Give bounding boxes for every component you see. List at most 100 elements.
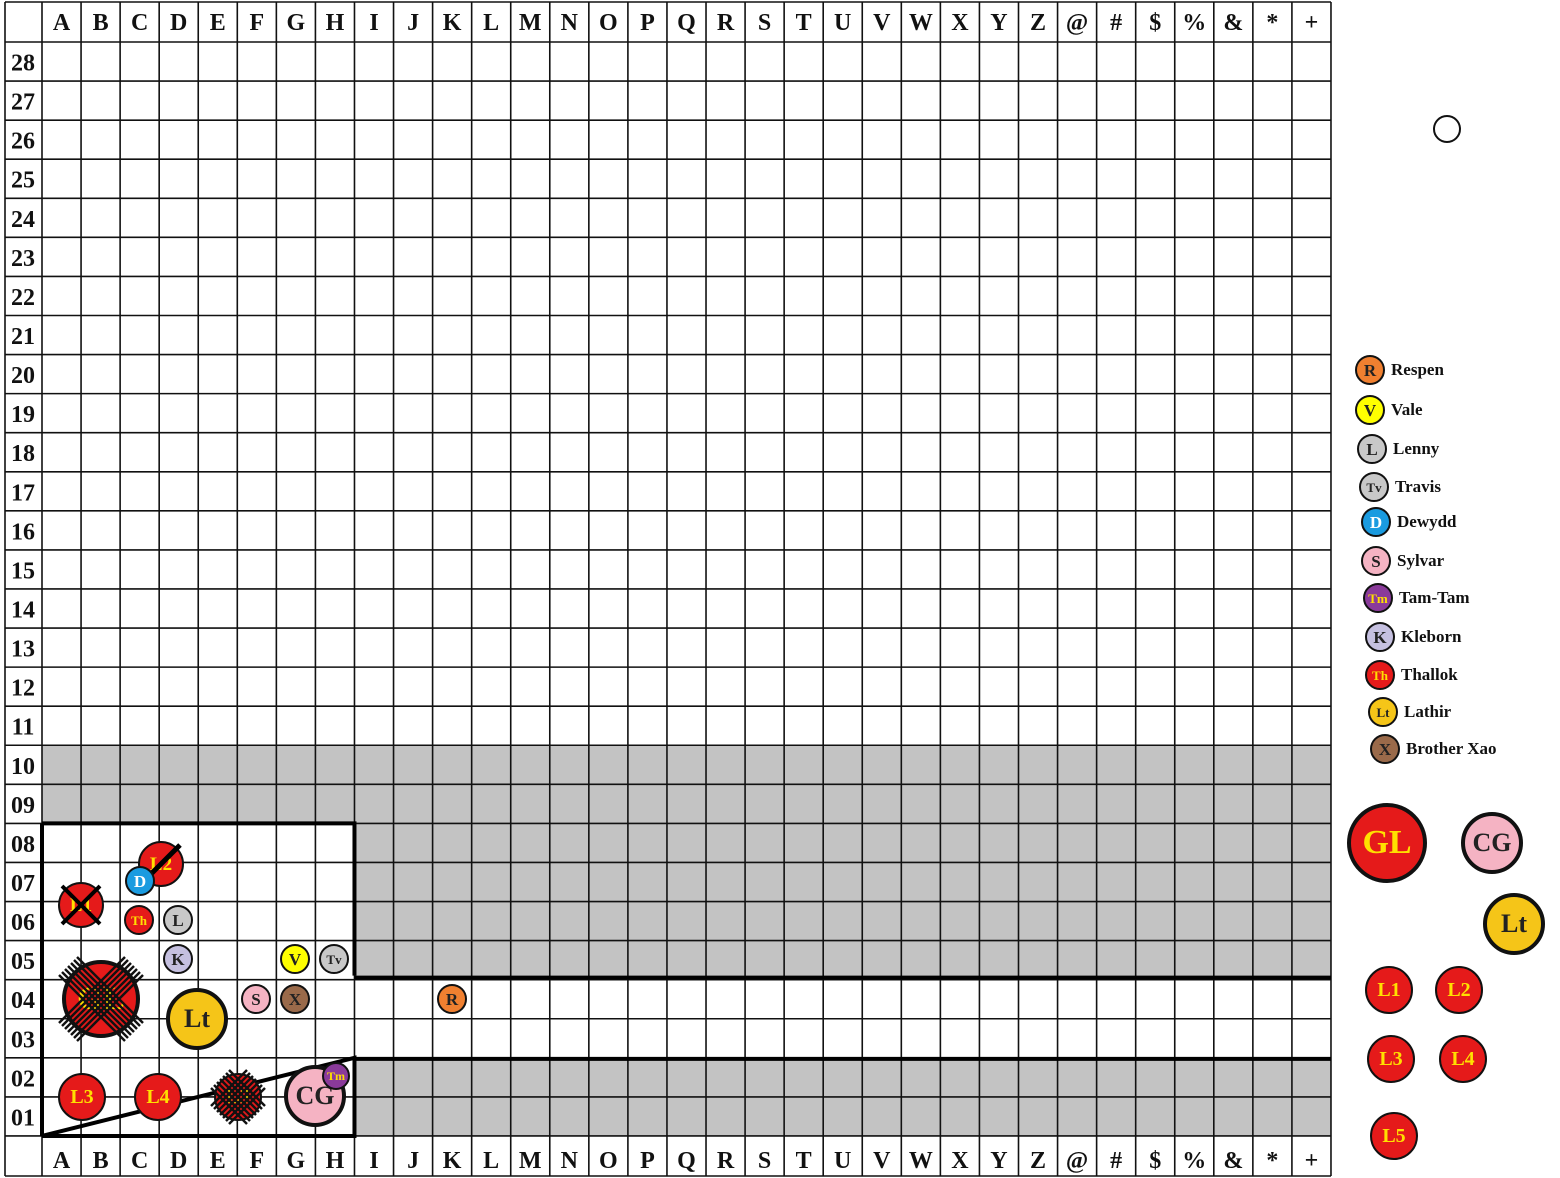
column-header: $ (1149, 1148, 1161, 1174)
token-v[interactable]: V (280, 944, 310, 974)
column-header: T (796, 1148, 812, 1174)
row-header: 05 (11, 949, 35, 975)
reserve-token-l5[interactable]: L5 (1370, 1112, 1418, 1160)
reserve-token-l2[interactable]: L2 (1435, 966, 1483, 1014)
column-header: G (287, 10, 306, 36)
legend-name: Lathir (1404, 702, 1452, 721)
token-d[interactable]: D (125, 866, 155, 896)
room-wall (41, 821, 357, 1138)
column-header: H (326, 10, 345, 36)
row-header: 21 (11, 324, 35, 350)
token-lt[interactable]: Lt (166, 988, 228, 1050)
token-k[interactable]: K (163, 944, 193, 974)
row-header: 08 (11, 832, 35, 858)
column-header: C (131, 1148, 148, 1174)
legend-item-brother-xao: X Brother Xao (1370, 734, 1497, 764)
row-header: 07 (11, 871, 35, 897)
column-header: N (561, 1148, 579, 1174)
column-header: D (170, 10, 187, 36)
legend-token-icon: Lt (1368, 697, 1398, 727)
row-header: 28 (11, 51, 35, 77)
column-header: X (951, 10, 969, 36)
column-header: Z (1030, 1148, 1046, 1174)
column-header: S (758, 10, 771, 36)
column-header: @ (1066, 10, 1088, 36)
reserve-token-l1[interactable]: L1 (1365, 966, 1413, 1014)
row-header: 17 (11, 480, 35, 506)
row-header: 20 (11, 363, 35, 389)
column-header: + (1305, 10, 1319, 36)
row-header: 22 (11, 285, 35, 311)
legend-item-thallok: Th Thallok (1365, 660, 1458, 690)
column-header: V (873, 10, 891, 36)
token-l4[interactable]: L4 (134, 1073, 182, 1121)
column-header: Z (1030, 10, 1046, 36)
column-header: F (249, 10, 264, 36)
legend-name: Brother Xao (1406, 739, 1497, 758)
column-header: I (369, 10, 378, 36)
row-header: 27 (11, 90, 35, 116)
column-header: M (519, 10, 542, 36)
token-th[interactable]: Th (124, 905, 154, 935)
column-header: V (873, 1148, 891, 1174)
row-header: 14 (11, 598, 35, 624)
reserve-token-gl[interactable]: GL (1347, 803, 1427, 883)
row-header: 09 (11, 793, 35, 819)
reserve-token-lt[interactable]: Lt (1483, 893, 1545, 955)
column-header: C (131, 10, 148, 36)
legend-item-vale: V Vale (1355, 395, 1423, 425)
legend-token-icon: X (1370, 734, 1400, 764)
column-header: K (443, 1148, 462, 1174)
token-x[interactable]: X (280, 984, 310, 1014)
column-header: K (443, 10, 462, 36)
row-header: 25 (11, 168, 35, 194)
token-l[interactable]: L (163, 905, 193, 935)
legend-token-icon: V (1355, 395, 1385, 425)
token-l3[interactable]: L3 (58, 1073, 106, 1121)
legend-item-dewydd: D Dewydd (1361, 507, 1457, 537)
column-header: F (249, 1148, 264, 1174)
token-tv[interactable]: Tv (319, 944, 349, 974)
column-header: # (1110, 10, 1122, 36)
column-header: T (796, 10, 812, 36)
token-gl[interactable]: GL (62, 960, 140, 1038)
row-header: 16 (11, 519, 35, 545)
legend-item-lenny: L Lenny (1357, 434, 1439, 464)
legend-item-lathir: Lt Lathir (1368, 697, 1451, 727)
column-header: R (717, 1148, 735, 1174)
token-r[interactable]: R (437, 984, 467, 1014)
column-header: Y (990, 10, 1007, 36)
column-header: @ (1066, 1148, 1088, 1174)
column-header: W (909, 1148, 933, 1174)
row-header: 19 (11, 402, 35, 428)
row-header: 15 (11, 558, 35, 584)
reserve-token-cg[interactable]: CG (1461, 812, 1523, 874)
legend-item-tam-tam: Tm Tam-Tam (1363, 583, 1470, 613)
column-header: I (369, 1148, 378, 1174)
column-header: U (834, 1148, 851, 1174)
reserve-token-l4[interactable]: L4 (1439, 1035, 1487, 1083)
column-header: A (53, 10, 71, 36)
column-header: O (599, 1148, 618, 1174)
column-header: P (640, 10, 655, 36)
token-l5[interactable]: L5 (214, 1073, 262, 1121)
token-tm[interactable]: Tm (322, 1062, 350, 1090)
column-header: J (407, 10, 419, 36)
column-header: E (210, 10, 226, 36)
column-header: E (210, 1148, 226, 1174)
legend-name: Kleborn (1401, 627, 1462, 646)
column-header: D (170, 1148, 187, 1174)
legend-name: Lenny (1393, 439, 1440, 458)
row-header: 02 (11, 1066, 35, 1092)
row-header: 01 (11, 1105, 35, 1131)
row-header: 11 (12, 715, 35, 741)
legend-item-kleborn: K Kleborn (1365, 622, 1461, 652)
reserve-token-l3[interactable]: L3 (1367, 1035, 1415, 1083)
column-header: J (407, 1148, 419, 1174)
column-header: A (53, 1148, 71, 1174)
token-s[interactable]: S (241, 984, 271, 1014)
column-header: Q (677, 10, 696, 36)
token-l1[interactable]: L1 (58, 882, 104, 928)
legend-token-icon: K (1365, 622, 1395, 652)
